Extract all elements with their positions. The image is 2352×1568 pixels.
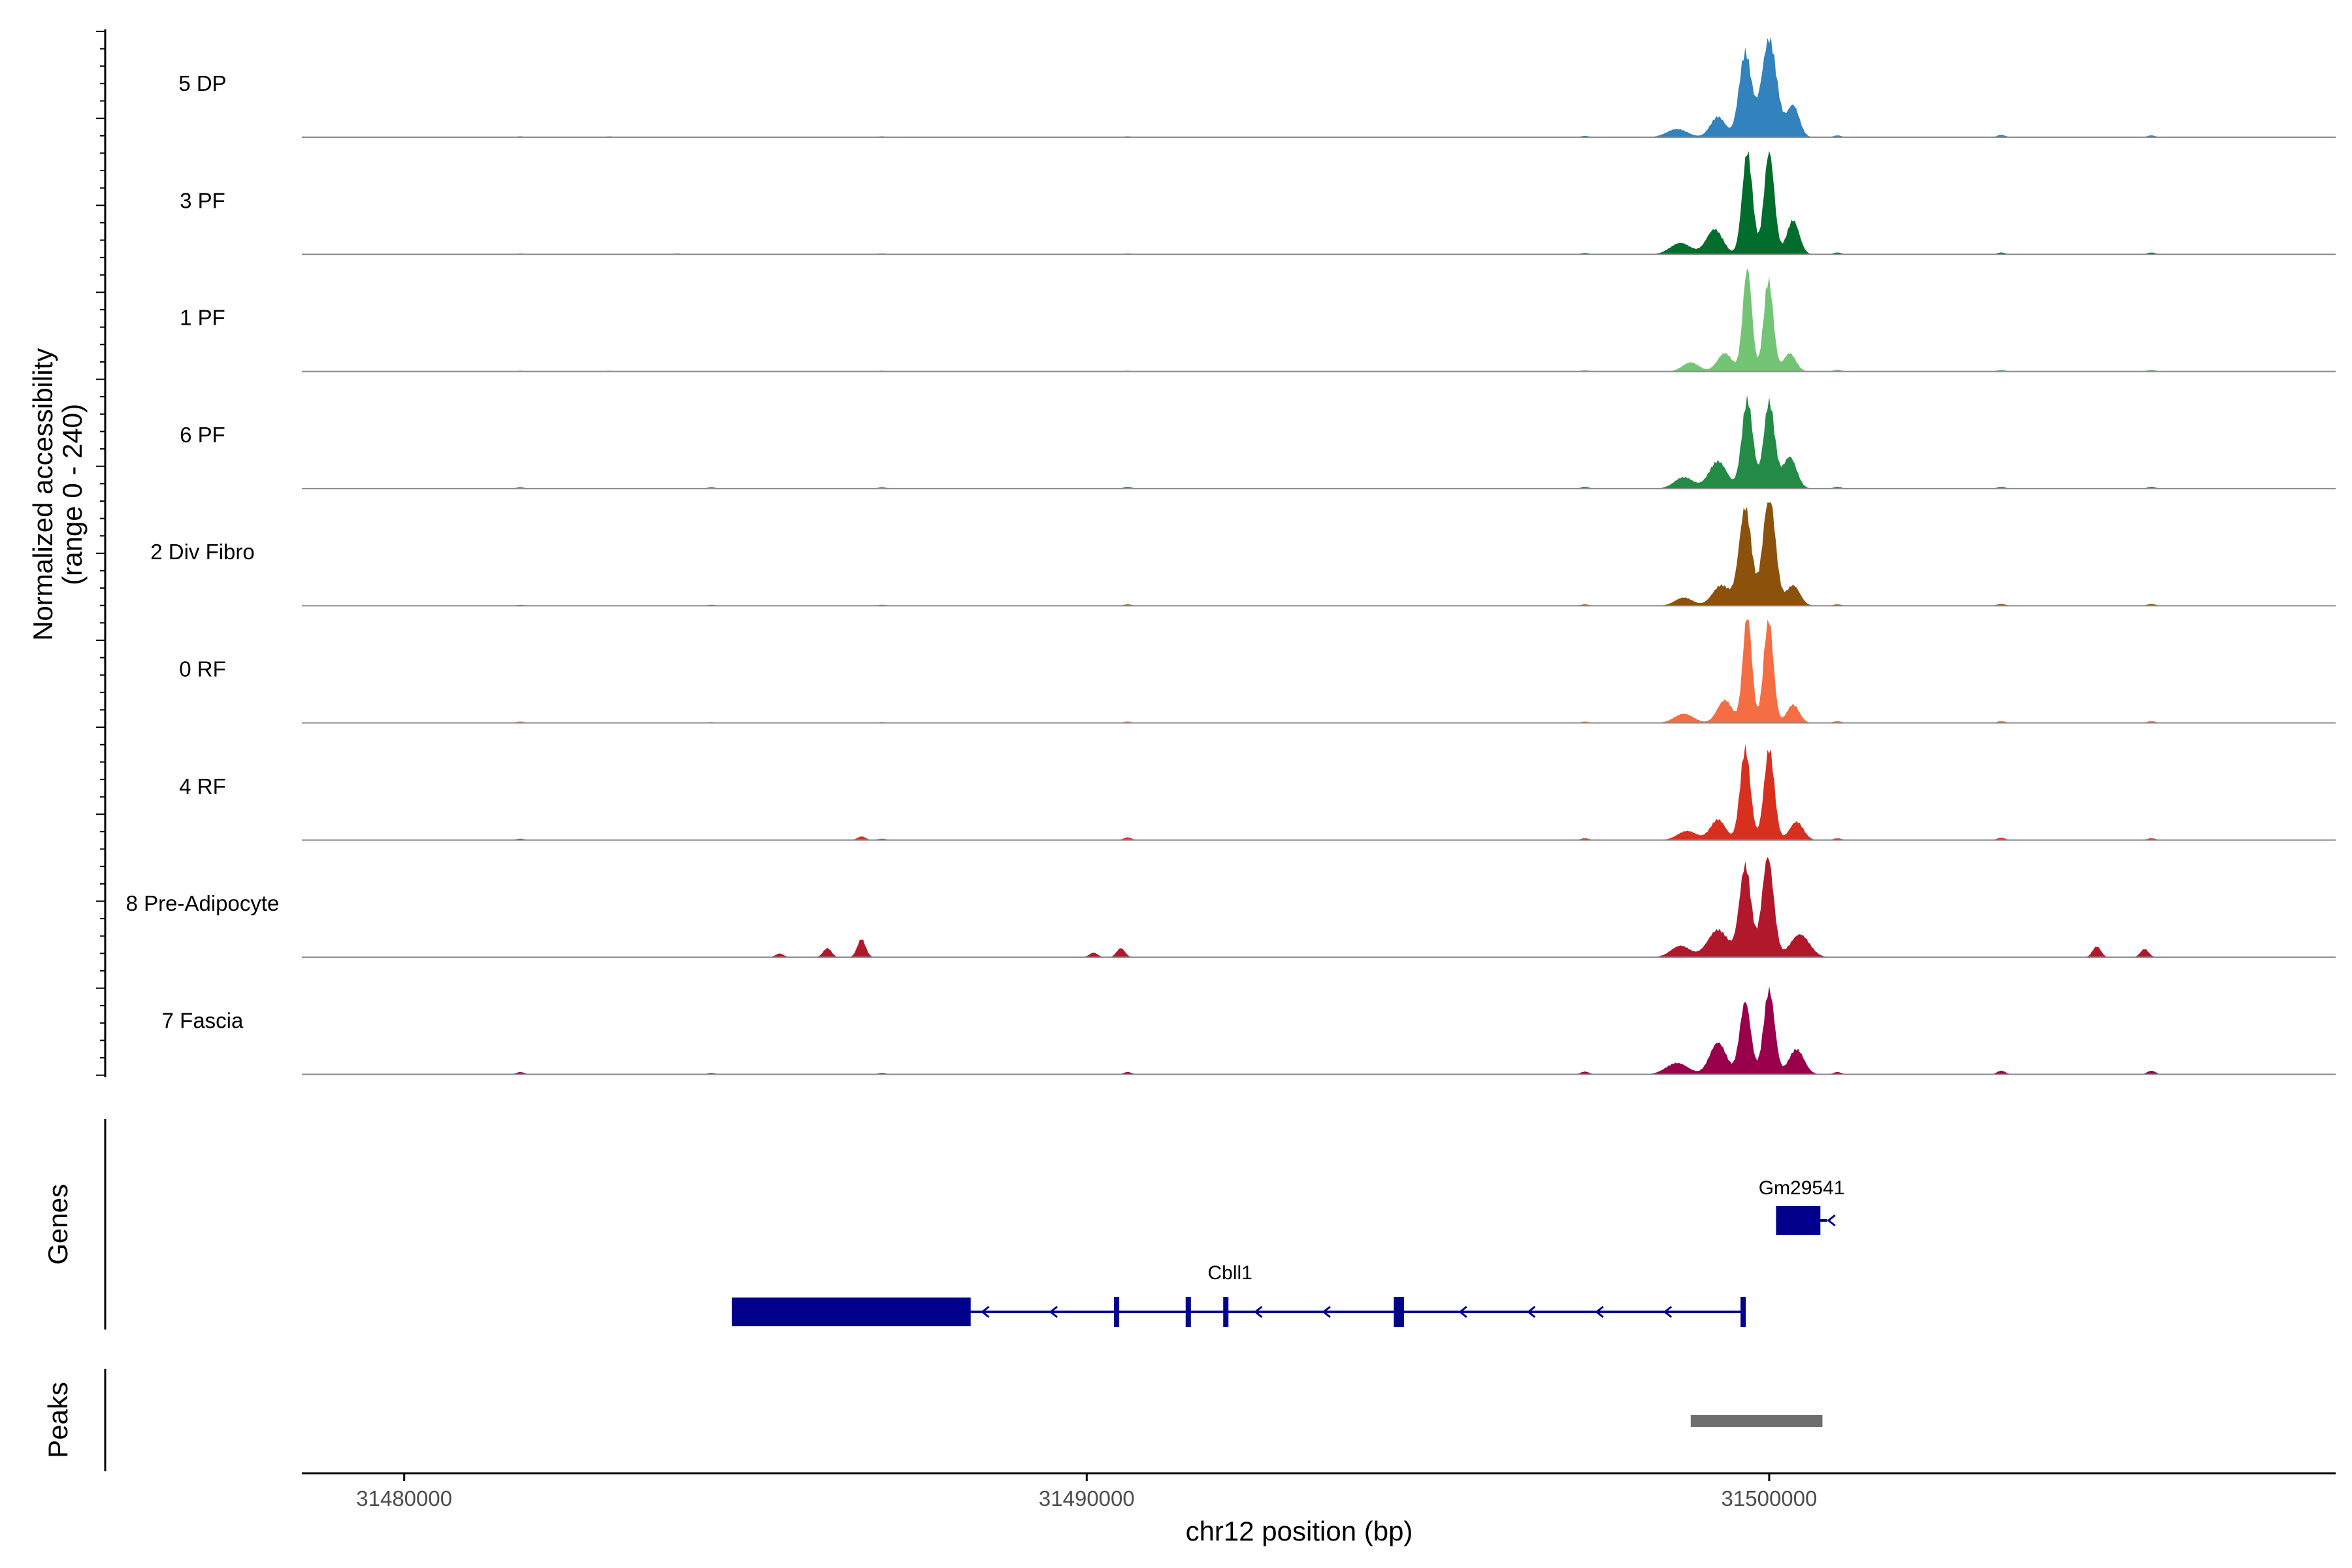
track-label: 4 RF [179, 774, 226, 798]
gene-exon [1394, 1297, 1405, 1327]
gene-exon [1776, 1206, 1821, 1235]
strand-arrow [1595, 1305, 1604, 1318]
coverage-area [302, 502, 2336, 606]
track-label: 1 PF [180, 306, 225, 330]
strand-arrow [1526, 1305, 1536, 1318]
coverage-area [302, 857, 2336, 958]
track-label: 8 Pre-Adipocyte [126, 891, 280, 915]
strand-arrow [1827, 1214, 1836, 1227]
strand-arrow [981, 1305, 990, 1318]
gene-exon [1740, 1297, 1746, 1327]
coverage-track: 4 RF [179, 743, 2336, 841]
coverage-area [302, 151, 2336, 255]
coverage-track: 2 Div Fibro [150, 502, 2336, 607]
gene-label: Gm29541 [1759, 1177, 1845, 1199]
track-label: 3 PF [180, 188, 225, 212]
coverage-tracks: 5 DP 3 PF 1 PF 6 PF 2 Div Fibro 0 RF 4 RF 8 Pre… [126, 37, 2336, 1075]
gene-exon [1114, 1297, 1120, 1327]
coverage-track: 7 Fascia [162, 986, 2336, 1075]
x-axis-tick-label: 31490000 [1039, 1486, 1135, 1511]
gene: Cbll1 [732, 1262, 1746, 1327]
coverage-area [302, 986, 2336, 1075]
coverage-track: 8 Pre-Adipocyte [126, 857, 2336, 958]
y-axis-ticks [96, 31, 105, 1076]
genes-track-title: Genes [42, 1184, 73, 1265]
gene-exon [1185, 1297, 1191, 1327]
track-label: 6 PF [180, 423, 225, 447]
coverage-track: 1 PF [180, 268, 2336, 372]
track-label: 2 Div Fibro [150, 540, 255, 564]
strand-arrow [1254, 1305, 1263, 1318]
strand-arrow [1458, 1305, 1467, 1318]
gene: Gm29541 [1759, 1177, 1845, 1235]
coverage-track: 5 DP [178, 37, 2336, 138]
coverage-area [302, 37, 2336, 137]
track-label: 0 RF [179, 657, 226, 681]
gene-label: Cbll1 [1208, 1262, 1252, 1284]
coverage-area [302, 743, 2336, 840]
peak-region [1690, 1415, 1823, 1427]
coverage-area [302, 619, 2336, 723]
gene-exon [732, 1298, 971, 1326]
coverage-area [302, 395, 2336, 489]
track-label: 7 Fascia [162, 1008, 244, 1032]
y-axis-title-main: Normalized accessibility [27, 348, 58, 641]
x-axis-title: chr12 position (bp) [1186, 1516, 1413, 1546]
strand-arrow [1663, 1305, 1673, 1318]
track-label: 5 DP [178, 71, 226, 95]
gene-annotations: Gm29541 Cbll1 [732, 1177, 1844, 1327]
x-axis-tick-label: 31500000 [1722, 1486, 1818, 1511]
gene-exon [1223, 1297, 1229, 1327]
coverage-track: 0 RF [179, 619, 2336, 724]
coverage-area [302, 268, 2336, 372]
peaks-track-title: Peaks [42, 1382, 73, 1458]
peak-regions [1690, 1415, 1823, 1427]
coverage-track: 3 PF [180, 151, 2336, 255]
y-axis-title: Normalized accessibility (range 0 - 240) [27, 348, 88, 641]
y-axis-title-range: (range 0 - 240) [57, 404, 88, 585]
x-axis-ticks: 31480000 31490000 31500000 [356, 1473, 1817, 1511]
x-axis-tick-label: 31480000 [356, 1486, 452, 1511]
strand-arrow [1049, 1305, 1058, 1318]
strand-arrow [1322, 1305, 1331, 1318]
coverage-track: 6 PF [180, 395, 2336, 489]
